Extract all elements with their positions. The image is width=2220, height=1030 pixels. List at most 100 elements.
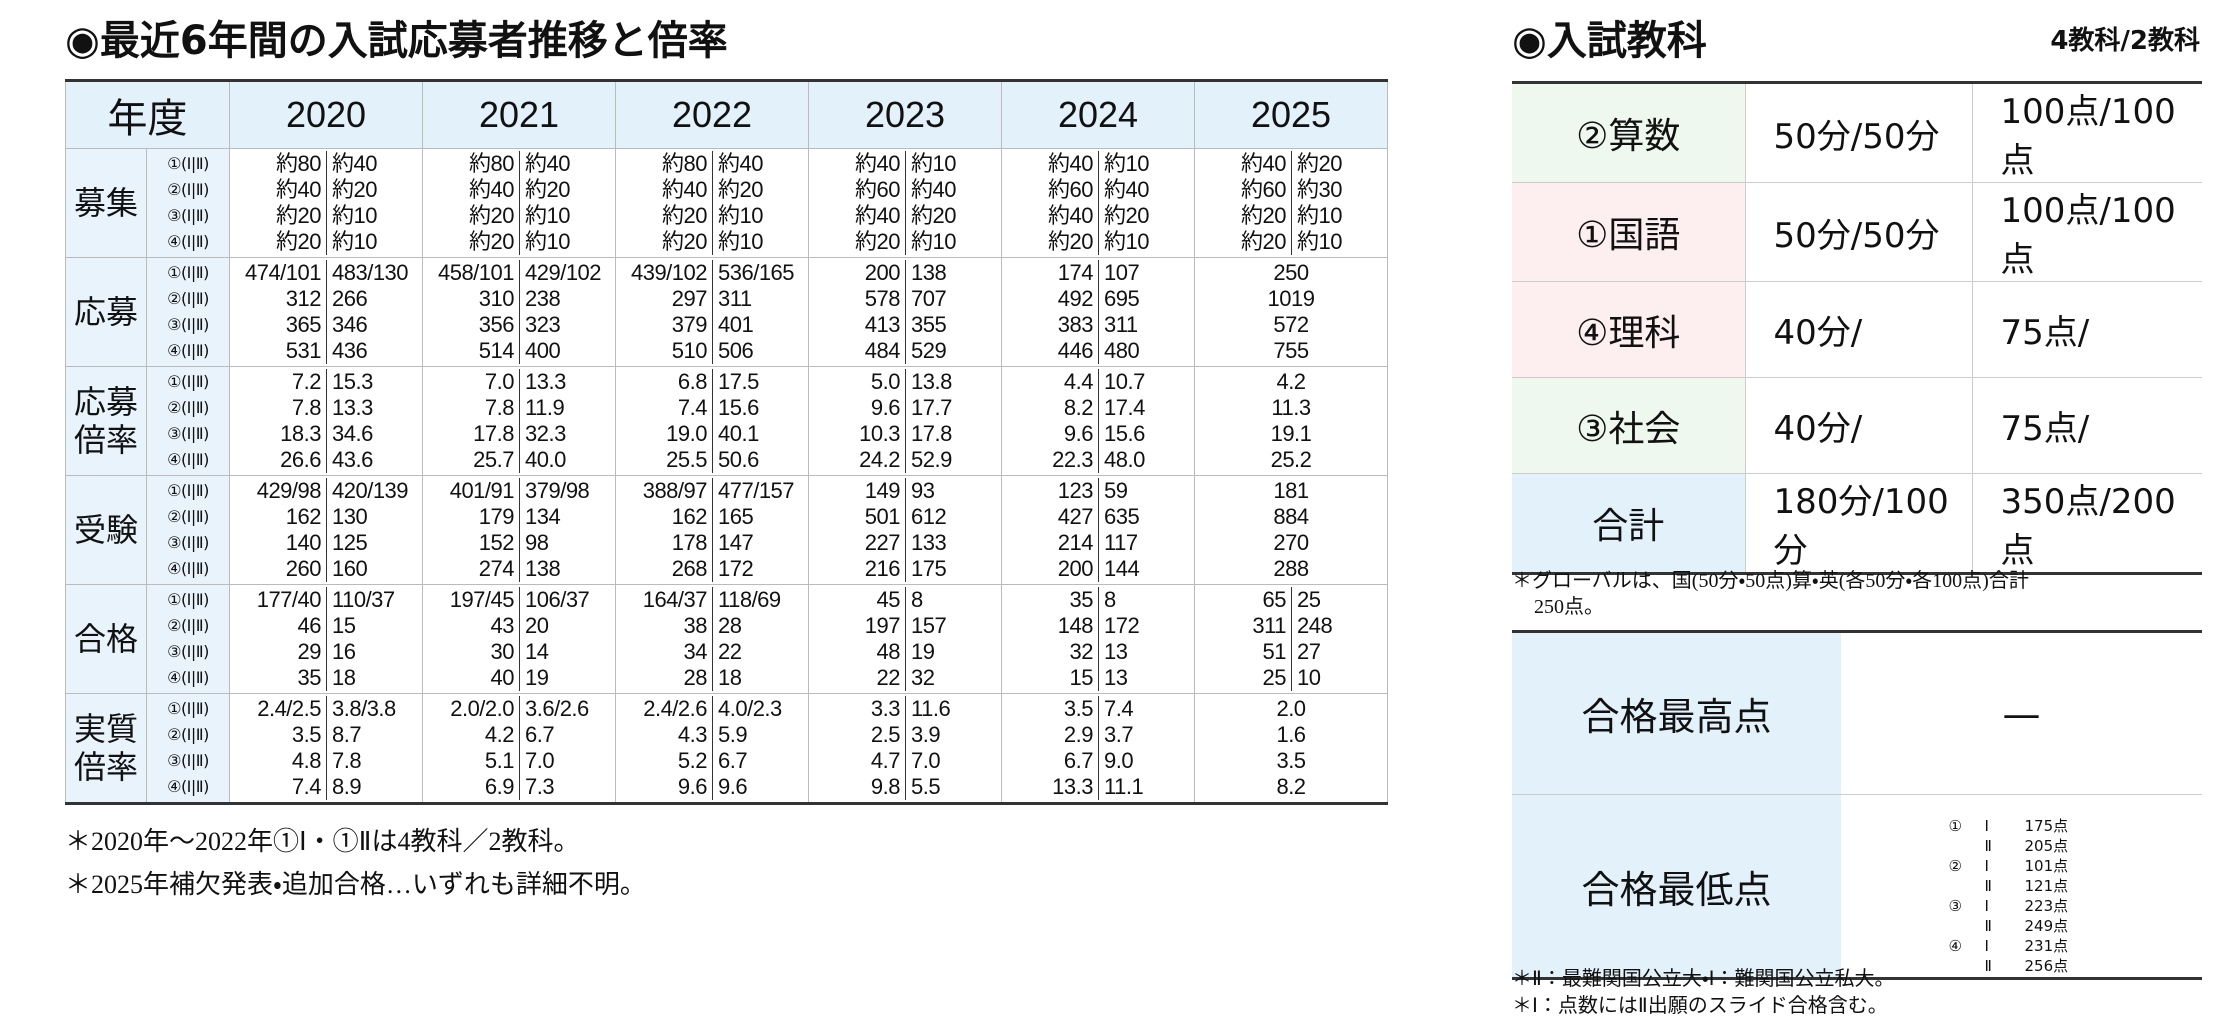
value-right: 約10 xyxy=(712,229,808,255)
value-right: 355 xyxy=(905,312,1001,338)
value-right: 612 xyxy=(905,504,1001,530)
cell-line: 288 xyxy=(1195,556,1387,582)
value-right: 160 xyxy=(326,556,422,582)
value-right: 477/157 xyxy=(712,478,808,504)
value-left: 約20 xyxy=(662,229,707,254)
sub-wrap: ①(Ⅰ|Ⅱ) ②(Ⅰ|Ⅱ) ③(Ⅰ|Ⅱ) ④(Ⅰ|Ⅱ) xyxy=(147,258,229,366)
cell-line: 45 8 xyxy=(809,587,1001,613)
value-left: 413 xyxy=(864,312,901,337)
subject-value: 100点/100点 xyxy=(1971,182,2202,282)
cell-line: 約20 約10 xyxy=(809,229,1001,255)
cell-wrap: 約40 約10 約60 約40 約40 約20 約20 約10 xyxy=(1002,149,1194,257)
value-left: 7.4 xyxy=(291,774,322,799)
cell-line: 約20 約10 xyxy=(230,229,422,255)
group-row: 募集 ①(Ⅰ|Ⅱ) ②(Ⅰ|Ⅱ) ③(Ⅰ|Ⅱ) ④(Ⅰ|Ⅱ) 約80 約40 約40 約20 約2… xyxy=(65,148,1388,258)
value-right: 323 xyxy=(519,312,615,338)
cell-line: 439/102 536/165 xyxy=(616,260,808,286)
cell-line: 25.5 50.6 xyxy=(616,447,808,473)
value-right: 22 xyxy=(712,639,808,665)
note: ＊Ⅰ：点数にはⅡ出願のスライド合格含む。 xyxy=(1512,995,1888,1017)
cell-wrap: 401/91 379/98 179 134 152 98 274 138 xyxy=(423,476,615,584)
cell-line: 35 18 xyxy=(230,665,422,691)
subject-name: ①国語 xyxy=(1512,182,1745,282)
value-right: 7.3 xyxy=(519,774,615,800)
value-left: 約40 xyxy=(469,177,514,202)
value-left: 312 xyxy=(285,286,322,311)
cell-line: 1.6 xyxy=(1195,722,1387,748)
value-left: 379 xyxy=(671,312,708,337)
value-right: 40.0 xyxy=(519,447,615,473)
value-left: 3.3 xyxy=(870,696,901,721)
sub-label: ①(Ⅰ|Ⅱ) xyxy=(167,372,209,391)
value-right: 34.6 xyxy=(326,421,422,447)
cell-line: 3.5 xyxy=(1195,748,1387,774)
value-right: 138 xyxy=(519,556,615,582)
value-right: 707 xyxy=(905,286,1001,312)
right-title: ◉入試教科 xyxy=(1512,18,1707,64)
value-left: 約40 xyxy=(1048,151,1093,176)
cell-line: 148 172 xyxy=(1002,613,1194,639)
cell-wrap: 250 1019 572 755 xyxy=(1195,258,1387,366)
sub-wrap: ①(Ⅰ|Ⅱ) ②(Ⅰ|Ⅱ) ③(Ⅰ|Ⅱ) ④(Ⅰ|Ⅱ) xyxy=(147,367,229,475)
min-score: 205点 xyxy=(2024,837,2069,855)
value-left: 501 xyxy=(864,504,901,529)
value-left: 26.6 xyxy=(280,447,321,472)
sub-label: ④(Ⅰ|Ⅱ) xyxy=(167,559,209,578)
year-cell: 177/40 110/37 46 15 29 16 35 18 xyxy=(229,584,423,694)
value-left: 5.2 xyxy=(677,748,708,773)
value-left: 162 xyxy=(285,504,322,529)
group-label: 募集 xyxy=(65,148,147,258)
year-cell: 2.4/2.6 4.0/2.3 4.3 5.9 5.2 6.7 9.6 9.6 xyxy=(615,693,809,804)
cell-wrap: 439/102 536/165 297 311 379 401 510 506 xyxy=(616,258,808,366)
value-left: 429/98 xyxy=(256,478,322,503)
value-left: 18.3 xyxy=(280,421,321,446)
value-right: 28 xyxy=(712,613,808,639)
value-left: 356 xyxy=(478,312,515,337)
cell-line: 22 32 xyxy=(809,665,1001,691)
cell-line: 約80 約40 xyxy=(423,151,615,177)
value-right: 379/98 xyxy=(519,478,615,504)
cell-line: 514 400 xyxy=(423,338,615,364)
sub-label: ④(Ⅰ|Ⅱ) xyxy=(167,450,209,469)
year-cell: 164/37 118/69 38 28 34 22 28 18 xyxy=(615,584,809,694)
value-right: 約10 xyxy=(519,203,615,229)
min-num: ③ xyxy=(1948,897,1962,915)
value: 11.3 xyxy=(1271,395,1311,420)
value-left: 43 xyxy=(490,613,515,638)
cell-line: 28 18 xyxy=(616,665,808,691)
min-num xyxy=(1949,876,1985,896)
value-left: 25.7 xyxy=(473,447,514,472)
min-level: Ⅰ xyxy=(1984,937,1989,955)
value: 250 xyxy=(1273,260,1309,285)
cell-line: 123 59 xyxy=(1002,478,1194,504)
value-left: 531 xyxy=(285,338,322,363)
min-score: 223点 xyxy=(2024,897,2069,915)
value-right: 19 xyxy=(905,639,1001,665)
min-score: 121点 xyxy=(2024,877,2069,895)
cell-wrap: 474/101 483/130 312 266 365 346 531 436 xyxy=(230,258,422,366)
note: 250点。 xyxy=(1534,596,1604,618)
cell-line: 162 130 xyxy=(230,504,422,530)
cell-line: 260 160 xyxy=(230,556,422,582)
value-left: 311 xyxy=(1252,613,1286,638)
value-left: 140 xyxy=(285,530,322,555)
value-right: 9.0 xyxy=(1098,748,1194,774)
value-left: 約20 xyxy=(469,229,514,254)
value-right: 13.3 xyxy=(519,369,615,395)
cell-line: 383 311 xyxy=(1002,312,1194,338)
cell-line: 2.0/2.0 3.6/2.6 xyxy=(423,696,615,722)
subject-row: ①国語 50分/50分 100点/100点 xyxy=(1512,182,2202,282)
min-score: 175点 xyxy=(2024,817,2069,835)
subject-value: 50分/50分 xyxy=(1744,182,1972,282)
value-left: 32 xyxy=(1069,639,1094,664)
cell-wrap: 174 107 492 695 383 311 446 480 xyxy=(1002,258,1194,366)
cell-line: 40 19 xyxy=(423,665,615,691)
cell-line: 9.6 17.7 xyxy=(809,395,1001,421)
value-right: 506 xyxy=(712,338,808,364)
value-right: 8 xyxy=(1098,587,1194,613)
value-right: 429/102 xyxy=(519,260,615,286)
cell-line: 29 16 xyxy=(230,639,422,665)
value-left: 260 xyxy=(285,556,322,581)
value-left: 34 xyxy=(683,639,708,664)
